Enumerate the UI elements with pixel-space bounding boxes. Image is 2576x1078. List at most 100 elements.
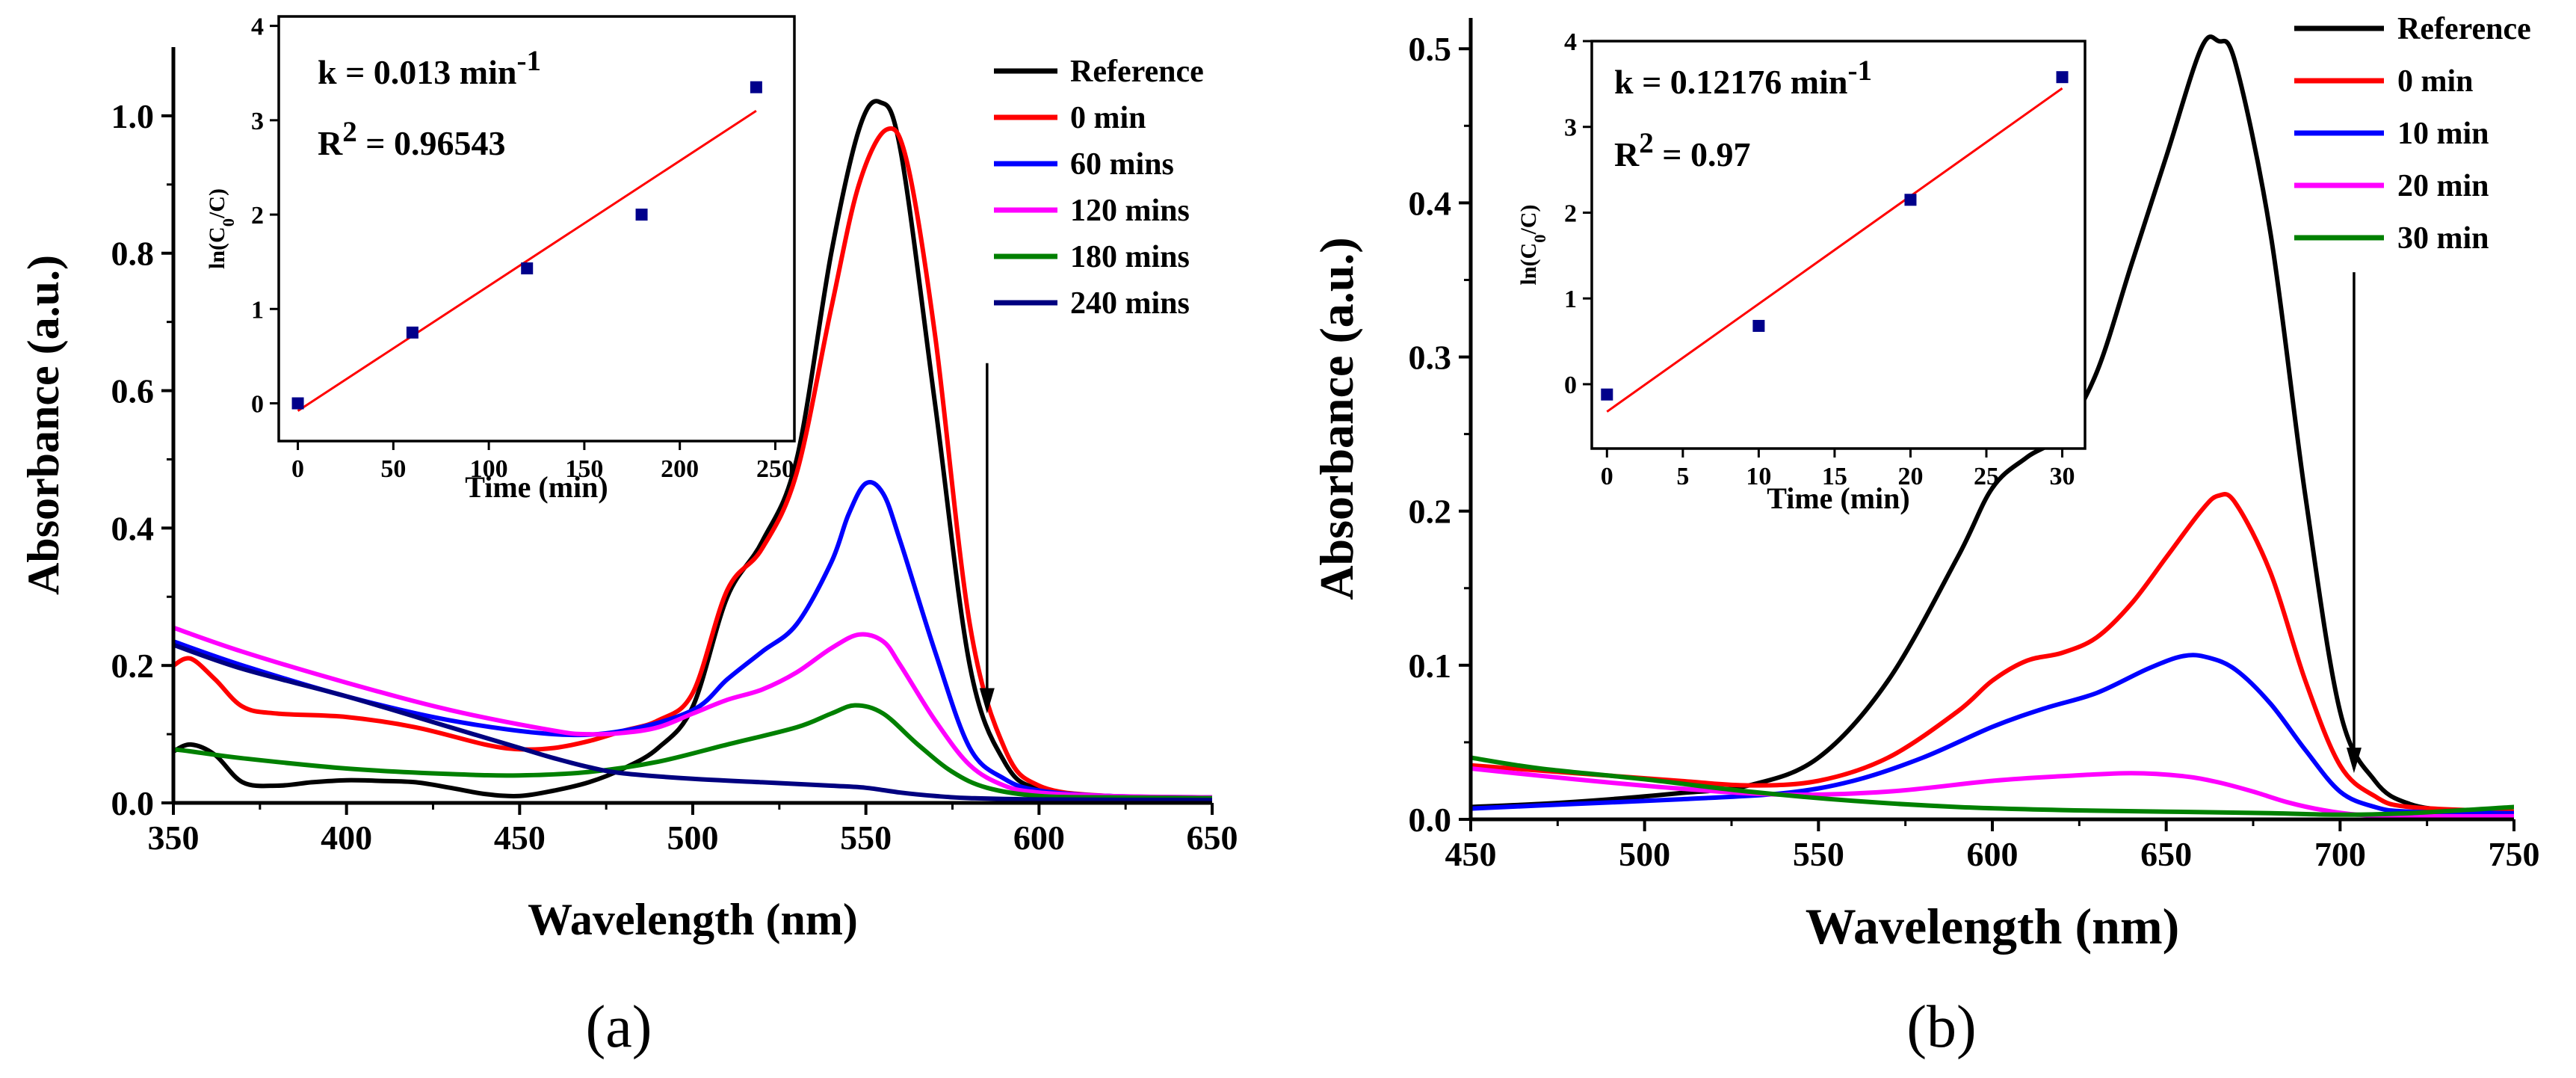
series-line-180-mins xyxy=(173,703,1212,801)
inset-x-tick-label: 15 xyxy=(1822,463,1847,490)
inset-x-tick-label: 0 xyxy=(291,455,304,483)
inset-x-axis-label: Time (min) xyxy=(465,470,608,504)
inset-y-tick-label: 0 xyxy=(251,391,264,419)
series-line-10-min xyxy=(1471,653,2514,816)
x-tick-label: 500 xyxy=(1619,835,1670,873)
series-line-reference xyxy=(1471,34,2514,816)
chart-panel-b: 450 500 550 600 650 700 7500.00.10.20.30.40.5W… xyxy=(1310,12,2540,955)
series-group xyxy=(173,99,1212,803)
series-group xyxy=(1471,34,2514,819)
inset-data-point xyxy=(406,326,418,339)
x-tick-label: 700 xyxy=(2314,835,2366,873)
inset-fit-line xyxy=(297,109,757,412)
inset-y-tick-label: 4 xyxy=(1564,28,1577,56)
y-tick-label: 0.4 xyxy=(1409,184,1452,222)
inset-x-tick-label: 50 xyxy=(380,455,406,483)
legend-label: 180 mins xyxy=(1070,240,1190,274)
x-tick-label: 600 xyxy=(1967,835,2019,873)
inset-data-point xyxy=(521,262,534,275)
y-tick-label: 0.0 xyxy=(1409,801,1452,839)
legend: Reference 0 min 10 min 20 min 30 min xyxy=(2294,12,2531,256)
inset-y-tick-label: 0 xyxy=(1564,372,1577,399)
y-tick-label: 0.4 xyxy=(111,509,155,547)
inset-y-tick-label: 2 xyxy=(1564,200,1577,227)
x-tick-label: 500 xyxy=(667,819,719,857)
inset-y-tick-label: 1 xyxy=(1564,286,1577,313)
inset-annotation: k = 0.12176 min-1 xyxy=(1614,55,1872,101)
x-axis-label: Wavelength (nm) xyxy=(1806,898,2180,955)
inset-x-tick-label: 250 xyxy=(756,455,794,483)
panel-label-b: (b) xyxy=(1906,994,1976,1060)
legend-label: 0 min xyxy=(2397,64,2474,99)
inset-y-tick-label: 3 xyxy=(1564,114,1577,142)
legend-label: 10 min xyxy=(2397,117,2489,151)
series-line-30-min xyxy=(1471,755,2514,817)
x-tick-label: 650 xyxy=(2140,835,2192,873)
inset-data-point xyxy=(635,209,648,221)
y-axis-label: Absorbance (a.u.) xyxy=(19,255,68,595)
x-tick-label: 600 xyxy=(1013,819,1065,857)
y-tick-label: 0.8 xyxy=(111,235,155,273)
inset-x-axis-label: Time (min) xyxy=(1767,481,1909,515)
inset-x-tick-label: 200 xyxy=(661,455,699,483)
inset-data-point xyxy=(1904,194,1917,206)
inset-data-point xyxy=(1601,388,1613,401)
y-tick-label: 0.2 xyxy=(1409,493,1452,531)
series-line-reference xyxy=(173,99,1212,800)
legend-label: 240 mins xyxy=(1070,286,1190,321)
inset-x-tick-label: 30 xyxy=(2050,463,2075,490)
series-line-60-mins xyxy=(173,480,1212,800)
inset-chart: 0 5 10 15 20 25 30 0 1 2 3 4 Time (min) ln(C0/C) k = 0… xyxy=(1516,28,2087,515)
legend-label: Reference xyxy=(2397,12,2531,46)
inset-y-axis-label: ln(C0/C) xyxy=(205,188,238,269)
trend-arrow-head xyxy=(979,688,995,714)
y-tick-label: 0.2 xyxy=(111,647,155,685)
y-tick-label: 0.3 xyxy=(1409,339,1452,377)
chart-panel-a: 350 400 450 500 550 600 6500.00.20.40.60.81.0W… xyxy=(19,13,1238,944)
x-axis-label: Wavelength (nm) xyxy=(528,895,858,944)
inset-x-tick-label: 20 xyxy=(1897,463,1923,490)
legend-label: 30 min xyxy=(2397,221,2489,256)
legend-label: 60 mins xyxy=(1070,147,1174,182)
inset-data-point xyxy=(1752,319,1765,332)
inset-frame xyxy=(1590,40,2087,450)
legend-label: 0 min xyxy=(1070,101,1146,135)
legend-label: Reference xyxy=(1070,55,1204,89)
y-tick-label: 0.5 xyxy=(1409,30,1452,68)
x-tick-label: 450 xyxy=(494,819,546,857)
inset-data-point xyxy=(2056,71,2069,84)
y-tick-label: 0.0 xyxy=(111,784,155,822)
inset-x-tick-label: 0 xyxy=(1601,463,1613,490)
inset-x-tick-label: 150 xyxy=(565,455,603,483)
series-line-0-min xyxy=(1471,492,2514,814)
inset-frame xyxy=(277,15,796,443)
inset-annotation: R2 = 0.97 xyxy=(1614,127,1751,173)
inset-fit-line xyxy=(1606,87,2063,413)
legend: Reference 0 min 60 mins 120 mins 180 mins 240… xyxy=(994,55,1204,321)
inset-annotation: k = 0.013 min-1 xyxy=(318,45,541,91)
inset-y-tick-label: 2 xyxy=(251,202,264,230)
y-tick-label: 0.1 xyxy=(1409,647,1452,685)
x-tick-label: 750 xyxy=(2489,835,2540,873)
inset-y-tick-label: 3 xyxy=(251,108,264,135)
y-tick-label: 0.6 xyxy=(111,372,155,410)
inset-x-tick-label: 5 xyxy=(1676,463,1689,490)
inset-y-axis-label: ln(C0/C) xyxy=(1516,205,1549,286)
legend-label: 120 mins xyxy=(1070,194,1190,228)
inset-x-tick-label: 10 xyxy=(1746,463,1771,490)
trend-arrow-head xyxy=(2346,748,2362,774)
y-axis-label: Absorbance (a.u.) xyxy=(1310,237,1363,600)
x-tick-label: 650 xyxy=(1187,819,1238,857)
inset-chart: 0 50 100 150 200 250 0 1 2 3 4 Time (min) ln(C0/C) k … xyxy=(205,13,796,504)
inset-y-tick-label: 4 xyxy=(251,13,264,41)
inset-annotation: R2 = 0.96543 xyxy=(318,116,506,162)
series-line-120-mins xyxy=(173,625,1212,800)
x-tick-label: 450 xyxy=(1445,835,1497,873)
inset-x-tick-label: 100 xyxy=(470,455,508,483)
x-tick-label: 550 xyxy=(1793,835,1844,873)
panel-label-a: (a) xyxy=(586,994,652,1060)
x-tick-label: 350 xyxy=(148,819,200,857)
series-line-0-min xyxy=(173,126,1212,800)
